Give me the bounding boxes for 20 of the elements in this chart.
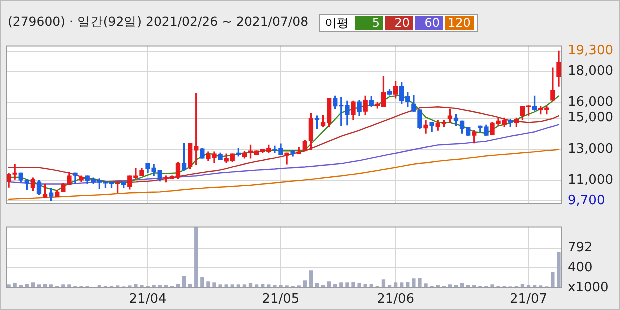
text: 5 bbox=[355, 16, 383, 30]
y-tick-label: 19,300 bbox=[568, 44, 614, 59]
x-tick-label: 21/06 bbox=[377, 292, 415, 308]
y-tick-label: 792 bbox=[568, 240, 593, 256]
x-tick-label: 21/04 bbox=[129, 292, 167, 308]
y-tick-label: 18,000 bbox=[568, 64, 614, 79]
text: 20 bbox=[385, 16, 413, 30]
x-tick-label: 21/05 bbox=[262, 292, 300, 308]
y-tick-label: x1000 bbox=[568, 280, 609, 296]
y-tick-label: 13,000 bbox=[568, 142, 614, 157]
chart-title: (279600) · 일간(92일) 2021/02/26 ~ 2021/07/08 bbox=[8, 14, 309, 31]
y-tick-label: 400 bbox=[568, 260, 593, 276]
x-tick-label: 21/07 bbox=[510, 292, 548, 308]
legend-title: 이평 bbox=[324, 14, 350, 32]
y-tick-label: 15,000 bbox=[568, 110, 614, 126]
y-tick-label: 11,000 bbox=[568, 173, 614, 188]
text: 60 bbox=[415, 16, 443, 30]
y-tick-label: 9,700 bbox=[568, 193, 606, 208]
y-tick-label: 16,000 bbox=[568, 95, 614, 110]
text: 120 bbox=[445, 16, 474, 30]
